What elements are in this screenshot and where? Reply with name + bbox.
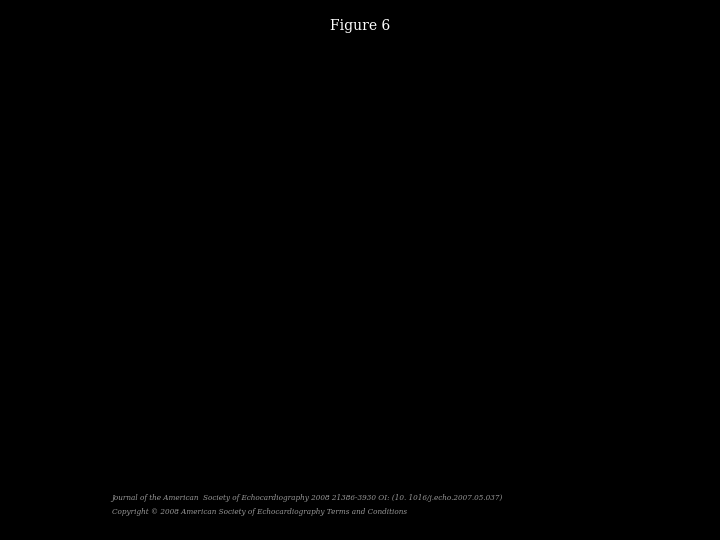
Text: Journal of the American  Society of Echocardiography 2008 21386-3930 OI: (10. 10: Journal of the American Society of Echoc…	[112, 494, 503, 502]
Text: Copyright © 2008 American Society of Echocardiography Terms and Conditions: Copyright © 2008 American Society of Ech…	[112, 508, 407, 516]
Text: anterior motion: anterior motion	[256, 299, 338, 307]
Text: QRS: QRS	[232, 367, 256, 376]
Text: early diastolic: early diastolic	[413, 139, 487, 148]
Text: ECG: ECG	[118, 376, 150, 389]
Text: early systolic: early systolic	[256, 282, 325, 291]
Text: ②: ②	[426, 168, 434, 182]
Text: T: T	[328, 450, 337, 464]
Text: posterior motion: posterior motion	[413, 154, 500, 163]
Text: ①: ①	[248, 253, 256, 267]
Text: P: P	[125, 450, 134, 464]
Text: Figure 6: Figure 6	[330, 19, 390, 33]
Text: Type A: Type A	[120, 221, 163, 234]
Text: P: P	[567, 450, 577, 464]
Text: Type B: Type B	[120, 163, 164, 176]
